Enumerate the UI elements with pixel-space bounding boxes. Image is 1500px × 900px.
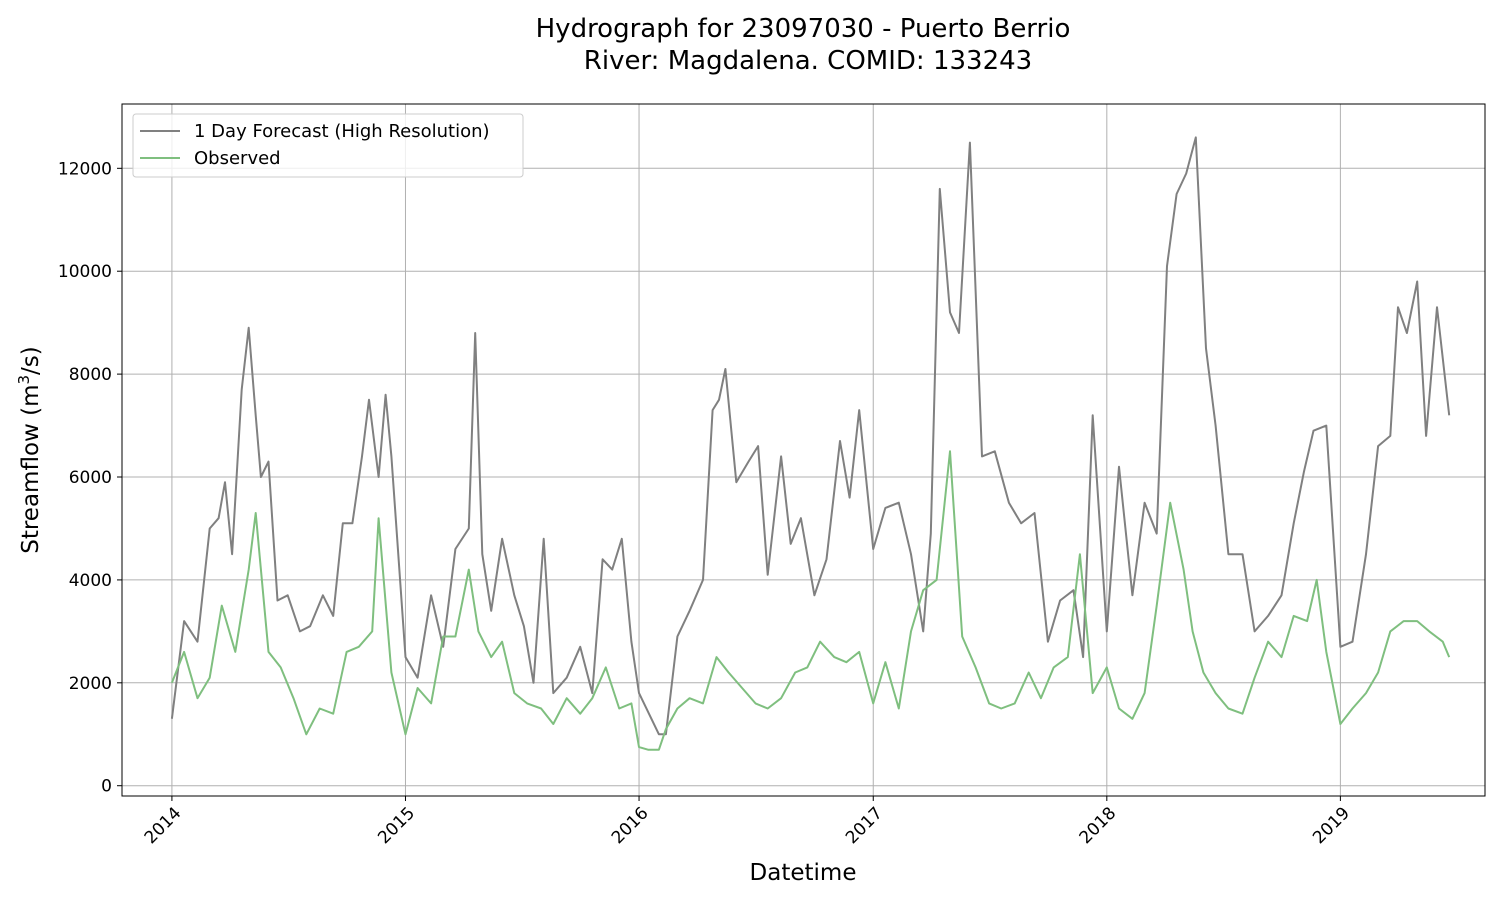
legend-label-forecast: 1 Day Forecast (High Resolution) bbox=[194, 121, 490, 142]
legend: 1 Day Forecast (High Resolution) Observe… bbox=[132, 113, 524, 178]
y-axis-ticks: 0 2000 4000 6000 8000 10000 12000 bbox=[58, 159, 122, 797]
observed-series-line bbox=[170, 450, 1451, 751]
forecast-series-line bbox=[170, 136, 1451, 736]
legend-label-observed: Observed bbox=[194, 148, 281, 169]
x-axis-label: Datetime bbox=[750, 860, 857, 886]
y-tick-label: 8000 bbox=[69, 365, 112, 385]
y-axis-label: Streamflow (m3/s) bbox=[15, 346, 44, 554]
y-tick-label: 10000 bbox=[58, 262, 112, 282]
y-axis-label-main: Streamflow (m bbox=[18, 384, 44, 553]
y-tick-label: 6000 bbox=[69, 468, 112, 488]
y-tick-label: 0 bbox=[101, 777, 112, 797]
data-series bbox=[170, 136, 1451, 751]
legend-box bbox=[132, 113, 524, 178]
y-axis-label-unit: /s) bbox=[18, 346, 44, 375]
y-axis-label-superscript: 3 bbox=[15, 375, 33, 385]
y-tick-label: 12000 bbox=[58, 159, 112, 179]
y-tick-label: 4000 bbox=[69, 571, 112, 591]
plot-area-frame bbox=[121, 103, 1486, 797]
y-tick-label: 2000 bbox=[69, 674, 112, 694]
gridlines bbox=[122, 104, 1485, 796]
chart-title-line-1: Hydrograph for 23097030 - Puerto Berrio bbox=[536, 14, 1071, 44]
chart-title-line-2: River: Magdalena. COMID: 133243 bbox=[584, 46, 1032, 76]
